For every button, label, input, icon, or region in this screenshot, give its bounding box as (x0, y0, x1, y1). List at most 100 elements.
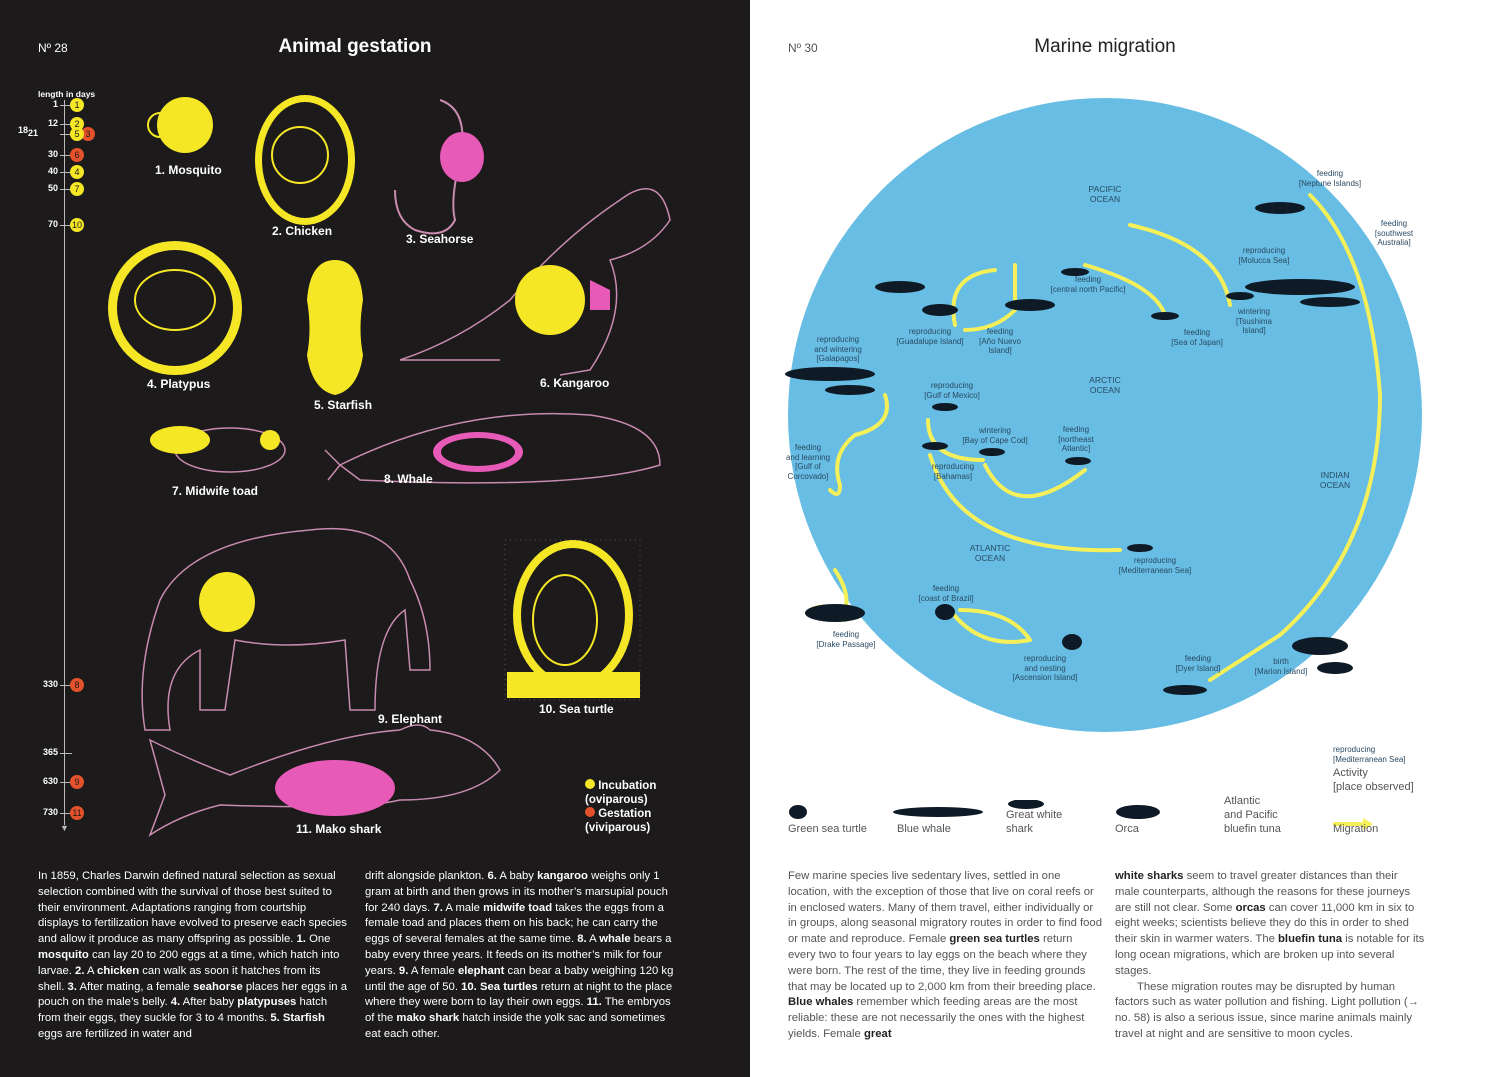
text-run: hatch from their eggs, they suckle for 3… (38, 996, 328, 1025)
bold-term: 1. (296, 933, 306, 946)
timeline-animal-marker: 3 (81, 127, 95, 141)
legend-label: Green sea turtle (788, 823, 867, 835)
migration-map (785, 98, 1422, 732)
legend-incubation-sub: (oviparous) (585, 794, 648, 806)
bold-term: seahorse (193, 980, 243, 993)
orca-icon (1116, 805, 1160, 819)
bold-term: platypuses (237, 996, 297, 1009)
timeline-tick-label: 330 (42, 679, 58, 689)
timeline-tick-label: 21 (27, 128, 38, 138)
ocean-label: ARCTIC OCEAN (1089, 375, 1121, 395)
mako-shark-illustration (148, 724, 501, 837)
animal-label: 9. Elephant (378, 712, 443, 726)
place-label: feeding and learning [Gulf of Corcovado] (785, 443, 831, 481)
bold-term: kangaroo (537, 870, 588, 882)
page-title: Animal gestation (278, 36, 432, 57)
bold-term: green sea turtles (949, 933, 1040, 946)
place-label: reproducing and wintering [Galapagos] (814, 335, 862, 363)
text-run: After baby (180, 996, 238, 1009)
ocean-label: ATLANTIC OCEAN (969, 543, 1011, 563)
place-label: birth [Marion Island] (1254, 657, 1308, 676)
bold-term: mosquito (38, 948, 89, 961)
text-run: places her eggs in a pouch on the male’s… (38, 980, 347, 1009)
chicken-egg-illustration (255, 95, 355, 225)
text-run: The embryos of the (365, 996, 671, 1025)
page-number: Nº 28 (38, 41, 68, 55)
legend-label: Blue whale (897, 823, 951, 835)
text-run: return every two to four years to lay eg… (788, 933, 1096, 993)
text-run: A (84, 964, 98, 977)
timeline-axis (64, 100, 65, 825)
body-text-col2: white sharks seem to travel greater dist… (1115, 869, 1425, 1043)
text-run: can lay 20 to 200 eggs at a time, which … (38, 948, 340, 977)
left-page: Nº 28 Animal gestation length in days ▼ … (0, 0, 750, 1077)
timeline-tick (60, 813, 72, 814)
legend-icons (789, 800, 1373, 830)
starfish-egg-illustration (307, 260, 363, 395)
timeline-animal-marker: 9 (70, 775, 84, 789)
bold-term: 8. (577, 933, 587, 946)
place-label: feeding [Dyer Island] (1175, 654, 1221, 673)
text-run: can cover 11,000 km in six to eight week… (1115, 901, 1415, 946)
shark-icon (1005, 299, 1055, 311)
orca-icon (1317, 662, 1353, 674)
timeline-animal-marker: 7 (70, 182, 84, 196)
timeline-tick-label: 1 (52, 99, 58, 109)
bold-term: 2. (75, 964, 85, 977)
text-run: hatch inside the yolk sac and sometimes … (365, 1012, 666, 1040)
timeline-animal-marker: 11 (70, 806, 84, 820)
seahorse-illustration (394, 99, 484, 235)
place-label: reproducing [Bahamas] (931, 462, 975, 481)
tuna-icon (932, 403, 958, 411)
place-label: feeding [northeast Atlantic] (1058, 425, 1094, 453)
blue-whale-icon (893, 807, 983, 817)
bold-term: orcas (1235, 901, 1266, 914)
tuna-icon (1061, 268, 1089, 276)
tuna-icon (979, 448, 1005, 456)
midwife-toad-illustration (150, 426, 286, 473)
text-run: A male (442, 901, 484, 914)
legend-activity: Activity [place observed] (1333, 767, 1414, 793)
orca-icon (1292, 637, 1348, 655)
place-label: reproducing [Gulf of Mexico] (924, 381, 980, 400)
animal-label: 11. Mako shark (296, 822, 382, 836)
timeline-animal-marker: 1 (70, 98, 84, 112)
tuna-icon (922, 442, 948, 450)
route-tuna-pacific (1128, 223, 1232, 307)
turtle-icon (1062, 634, 1082, 650)
tuna-icon (1151, 312, 1179, 320)
place-label: feeding [Neptune Islands] (1298, 169, 1362, 188)
timeline-animal-marker: 8 (70, 678, 84, 692)
timeline-tick-label: 365 (42, 747, 58, 757)
bold-term: 10. Sea turtles (461, 980, 538, 993)
timeline-tick (60, 105, 72, 106)
timeline-tick (60, 189, 72, 190)
animal-label: 8. Whale (384, 472, 433, 486)
legend-incubation: Incubation (598, 780, 657, 792)
timeline-header: length in days (38, 89, 96, 99)
text-run: A baby (496, 870, 538, 882)
whale-illustration (324, 412, 661, 484)
timeline-tick (60, 753, 72, 754)
route-shark-ano-nuevo (963, 263, 1017, 332)
timeline-tick-label: 730 (42, 807, 58, 817)
animal-label: 2. Chicken (272, 224, 333, 238)
legend-label: Great white shark (1006, 809, 1063, 835)
route-tuna-northeast (983, 463, 1087, 499)
bold-term: mako shark (396, 1012, 460, 1025)
blue-whale-icon (785, 367, 875, 381)
route-white-shark-australia (1208, 193, 1383, 682)
legend-label: Orca (1115, 823, 1139, 835)
timeline-animal-marker: 6 (70, 148, 84, 162)
bold-term: 5. Starfish (270, 1012, 325, 1025)
species-legend (788, 790, 1468, 840)
text-run: drift alongside plankton. (365, 870, 488, 882)
animal-label: 7. Midwife toad (172, 484, 259, 498)
bold-term: chicken (97, 964, 140, 977)
shark-icon (1163, 685, 1207, 695)
platypus-egg-illustration (108, 241, 242, 375)
timeline-tick-label: 630 (42, 776, 58, 786)
blue-whale-icon (1300, 297, 1360, 307)
text-run: Few marine species live sedentary lives,… (788, 870, 1102, 946)
turtle-icon (935, 604, 955, 620)
